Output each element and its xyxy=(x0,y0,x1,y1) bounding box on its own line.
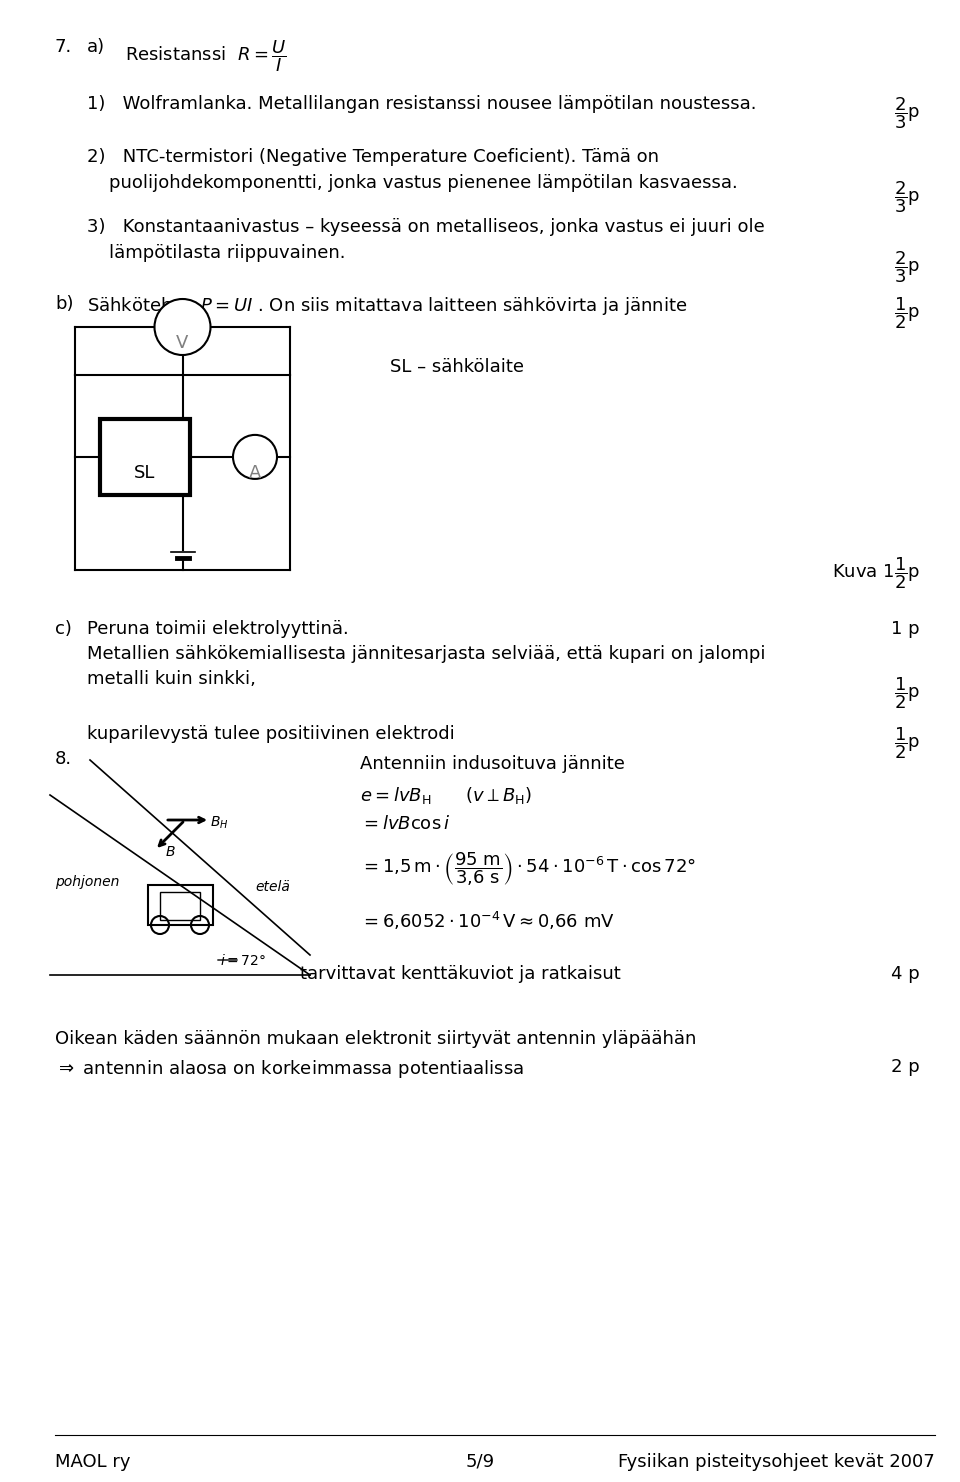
Text: Kuva $1\dfrac{1}{2}$p: Kuva $1\dfrac{1}{2}$p xyxy=(831,554,920,591)
Text: lämpötilasta riippuvainen.: lämpötilasta riippuvainen. xyxy=(109,245,346,262)
Text: b): b) xyxy=(55,295,74,313)
Text: $\dfrac{2}{3}$p: $\dfrac{2}{3}$p xyxy=(894,179,920,215)
Text: Metallien sähkökemiallisesta jännitesarjasta selviää, että kupari on jalompi: Metallien sähkökemiallisesta jännitesarj… xyxy=(87,645,765,662)
Text: $\dfrac{1}{2}$p: $\dfrac{1}{2}$p xyxy=(894,725,920,760)
Text: 2 p: 2 p xyxy=(891,1058,920,1076)
Text: $\dfrac{2}{3}$p: $\dfrac{2}{3}$p xyxy=(894,95,920,130)
Text: $= 6{,}6052 \cdot 10^{-4}\,\mathrm{V} \approx 0{,}66\ \mathrm{mV}$: $= 6{,}6052 \cdot 10^{-4}\,\mathrm{V} \a… xyxy=(360,910,615,932)
Text: 7.: 7. xyxy=(55,39,72,56)
Text: A: A xyxy=(249,464,261,482)
Text: $\Rightarrow$ antennin alaosa on korkeimmassa potentiaalissa: $\Rightarrow$ antennin alaosa on korkeim… xyxy=(55,1058,524,1080)
Text: etelä: etelä xyxy=(255,880,290,894)
Text: tarvittavat kenttäkuviot ja ratkaisut: tarvittavat kenttäkuviot ja ratkaisut xyxy=(300,965,621,983)
Text: $= lvB\cos i$: $= lvB\cos i$ xyxy=(360,815,450,833)
Bar xyxy=(100,419,190,495)
Text: Sähköteho:  $P = UI$ . On siis mitattava laitteen sähkövirta ja jännite: Sähköteho: $P = UI$ . On siis mitattava … xyxy=(87,295,687,317)
Text: Peruna toimii elektrolyyttinä.: Peruna toimii elektrolyyttinä. xyxy=(87,619,348,637)
Bar xyxy=(148,885,213,925)
Text: Oikean käden säännön mukaan elektronit siirtyvät antennin yläpäähän: Oikean käden säännön mukaan elektronit s… xyxy=(55,1030,696,1048)
Text: a): a) xyxy=(87,39,106,56)
Text: puolijohdekomponentti, jonka vastus pienenee lämpötilan kasvaessa.: puolijohdekomponentti, jonka vastus pien… xyxy=(109,173,737,193)
Text: 1)   Wolframlanka. Metallilangan resistanssi nousee lämpötilan noustessa.: 1) Wolframlanka. Metallilangan resistans… xyxy=(87,95,756,113)
Text: V: V xyxy=(177,333,189,353)
Bar xyxy=(160,892,200,920)
Text: Fysiikan pisteitysohjeet kevät 2007: Fysiikan pisteitysohjeet kevät 2007 xyxy=(618,1452,935,1472)
Text: c): c) xyxy=(55,619,72,637)
Text: metalli kuin sinkki,: metalli kuin sinkki, xyxy=(87,670,256,688)
Text: kuparilevystä tulee positiivinen elektrodi: kuparilevystä tulee positiivinen elektro… xyxy=(87,725,455,742)
Text: 3)   Konstantaanivastus – kyseessä on metalliseos, jonka vastus ei juuri ole: 3) Konstantaanivastus – kyseessä on meta… xyxy=(87,218,765,236)
Text: MAOL ry: MAOL ry xyxy=(55,1452,131,1472)
Text: $= 1{,}5\,\mathrm{m} \cdot \left(\dfrac{95\ \mathrm{m}}{3{,}6\ \mathrm{s}}\right: $= 1{,}5\,\mathrm{m} \cdot \left(\dfrac{… xyxy=(360,851,696,888)
Circle shape xyxy=(155,299,210,356)
Text: 8.: 8. xyxy=(55,750,72,768)
Text: 5/9: 5/9 xyxy=(466,1452,494,1472)
Text: 1 p: 1 p xyxy=(892,619,920,637)
Text: SL: SL xyxy=(134,464,156,482)
Text: $B$: $B$ xyxy=(165,845,176,860)
Text: SL – sähkölaite: SL – sähkölaite xyxy=(390,359,524,376)
Text: $\dfrac{2}{3}$p: $\dfrac{2}{3}$p xyxy=(894,249,920,285)
Text: $\dfrac{1}{2}$p: $\dfrac{1}{2}$p xyxy=(894,295,920,330)
Text: pohjonen: pohjonen xyxy=(55,874,119,889)
Text: $i = 72°$: $i = 72°$ xyxy=(220,953,266,968)
Text: 4 p: 4 p xyxy=(891,965,920,983)
Text: $e = lvB_{\mathrm{H}}$      $(v \perp B_{\mathrm{H}})$: $e = lvB_{\mathrm{H}}$ $(v \perp B_{\mat… xyxy=(360,785,533,806)
Text: Antenniin indusoituva jännite: Antenniin indusoituva jännite xyxy=(360,754,625,774)
Circle shape xyxy=(233,434,277,479)
Text: Resistanssi  $R = \dfrac{U}{I}$: Resistanssi $R = \dfrac{U}{I}$ xyxy=(125,39,287,74)
Text: 2)   NTC-termistori (Negative Temperature Coeficient). Tämä on: 2) NTC-termistori (Negative Temperature … xyxy=(87,148,659,166)
Text: $B_H$: $B_H$ xyxy=(210,815,228,831)
Text: $\dfrac{1}{2}$p: $\dfrac{1}{2}$p xyxy=(894,674,920,711)
